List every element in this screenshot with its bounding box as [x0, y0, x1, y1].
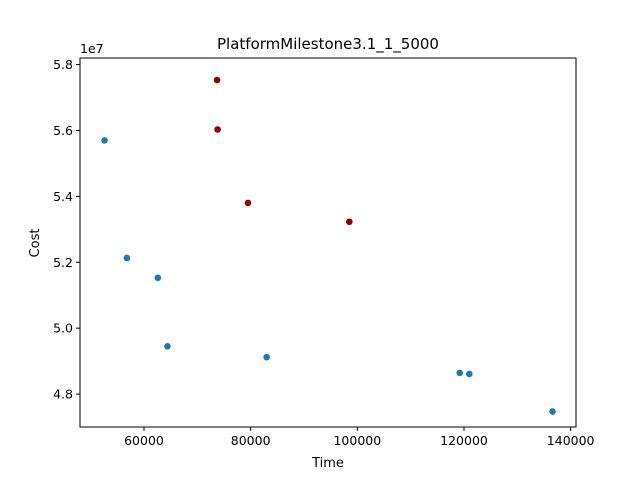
- chart-title: PlatformMilestone3.1_1_5000: [217, 35, 439, 54]
- plot-area: [80, 58, 576, 427]
- data-point: [244, 199, 252, 207]
- data-point: [456, 369, 464, 377]
- y-tick-label: 5.6: [53, 123, 73, 138]
- data-point: [164, 342, 171, 350]
- data-point: [101, 137, 108, 144]
- x-tick-label: 140000: [547, 433, 595, 448]
- y-tick-label: 5.2: [53, 255, 73, 270]
- y-tick-label: 5.0: [53, 321, 73, 336]
- x-axis-ticks: 60000 80000 100000 120000 140000: [124, 427, 595, 448]
- data-point: [549, 408, 556, 415]
- data-point: [154, 274, 162, 282]
- data-point: [466, 370, 473, 378]
- x-tick-label: 80000: [231, 433, 271, 448]
- y-axis-ticks: 4.8 5.0 5.2 5.4 5.6 5.8: [53, 57, 80, 402]
- y-tick-label: 5.4: [53, 189, 73, 204]
- x-tick-label: 60000: [124, 433, 164, 448]
- x-axis-label: Time: [311, 456, 344, 471]
- x-tick-label: 100000: [333, 433, 381, 448]
- data-point: [346, 218, 353, 226]
- y-offset-label: 1e7: [80, 41, 104, 56]
- y-tick-label: 5.8: [53, 57, 73, 72]
- data-point: [123, 254, 131, 262]
- data-point: [263, 353, 270, 361]
- plot-frame: [79, 57, 577, 428]
- y-axis-label: Cost: [28, 229, 43, 258]
- y-tick-label: 4.8: [53, 387, 73, 402]
- x-tick-label: 120000: [440, 433, 488, 448]
- data-point: [214, 126, 221, 133]
- data-point: [213, 76, 221, 84]
- data-points: [101, 76, 556, 415]
